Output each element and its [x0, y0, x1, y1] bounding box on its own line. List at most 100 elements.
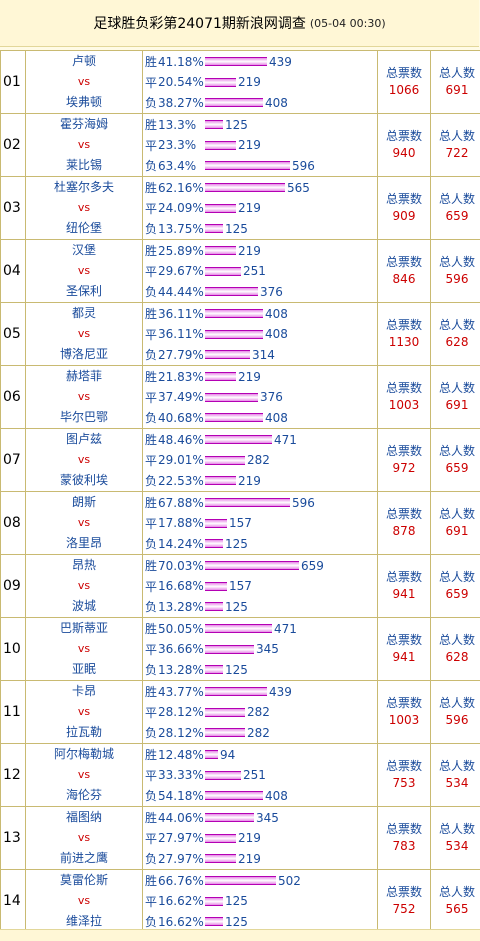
- vs-label: vs: [26, 576, 142, 597]
- away-team[interactable]: 毕尔巴鄂: [26, 407, 142, 428]
- total-votes-value: 846: [378, 271, 430, 288]
- home-team[interactable]: 杜塞尔多夫: [26, 177, 142, 198]
- win-percent: 43.77%: [158, 685, 205, 699]
- draw-label: 平: [145, 641, 158, 658]
- home-team[interactable]: 都灵: [26, 303, 142, 324]
- win-bar: [205, 750, 218, 759]
- total-people-value: 722: [431, 145, 480, 162]
- draw-percent: 27.97%: [158, 831, 205, 845]
- total-people-label: 总人数: [431, 191, 480, 208]
- draw-percent: 36.11%: [158, 327, 205, 341]
- away-team[interactable]: 莱比锡: [26, 155, 142, 176]
- home-team[interactable]: 昂热: [26, 555, 142, 576]
- away-team[interactable]: 博洛尼亚: [26, 344, 142, 365]
- draw-votes: 251: [243, 264, 266, 278]
- match-number: 01: [1, 51, 26, 114]
- away-team[interactable]: 纽伦堡: [26, 218, 142, 239]
- win-label: 胜: [145, 368, 158, 385]
- win-label: 胜: [145, 431, 158, 448]
- match-number: 10: [1, 618, 26, 681]
- home-team[interactable]: 巴斯蒂亚: [26, 618, 142, 639]
- total-votes-label: 总票数: [378, 191, 430, 208]
- win-label: 胜: [145, 305, 158, 322]
- home-team[interactable]: 阿尔梅勒城: [26, 744, 142, 765]
- loss-bar: [205, 287, 258, 296]
- total-people-label: 总人数: [431, 632, 480, 649]
- draw-percent: 37.49%: [158, 390, 205, 404]
- home-team[interactable]: 图卢兹: [26, 429, 142, 450]
- loss-label: 负: [145, 409, 158, 426]
- away-team[interactable]: 拉瓦勒: [26, 722, 142, 743]
- home-team[interactable]: 汉堡: [26, 240, 142, 261]
- loss-percent: 28.12%: [158, 726, 205, 740]
- loss-label: 负: [145, 724, 158, 741]
- away-team[interactable]: 洛里昂: [26, 533, 142, 554]
- home-team[interactable]: 朗斯: [26, 492, 142, 513]
- win-votes: 94: [220, 748, 235, 762]
- loss-percent: 16.62%: [158, 915, 205, 929]
- home-team[interactable]: 卢顿: [26, 51, 142, 72]
- vs-label: vs: [26, 198, 142, 219]
- home-team[interactable]: 莫雷伦斯: [26, 870, 142, 891]
- draw-bar: [205, 708, 245, 717]
- away-team[interactable]: 波城: [26, 596, 142, 617]
- draw-label: 平: [145, 767, 158, 784]
- home-team[interactable]: 赫塔菲: [26, 366, 142, 387]
- draw-bar: [205, 267, 241, 276]
- draw-label: 平: [145, 452, 158, 469]
- draw-label: 平: [145, 137, 158, 154]
- total-people-label: 总人数: [431, 821, 480, 838]
- draw-percent: 29.67%: [158, 264, 205, 278]
- home-team[interactable]: 卡昂: [26, 681, 142, 702]
- away-team[interactable]: 海伦芬: [26, 785, 142, 806]
- loss-bar: [205, 161, 290, 170]
- total-people-label: 总人数: [431, 128, 480, 145]
- home-team[interactable]: 霍芬海姆: [26, 114, 142, 135]
- away-team[interactable]: 蒙彼利埃: [26, 470, 142, 491]
- total-people-label: 总人数: [431, 65, 480, 82]
- away-team[interactable]: 亚眠: [26, 659, 142, 680]
- home-team[interactable]: 福图纳: [26, 807, 142, 828]
- draw-votes: 251: [243, 768, 266, 782]
- away-team[interactable]: 圣保利: [26, 281, 142, 302]
- loss-votes: 376: [260, 285, 283, 299]
- total-people-value: 534: [431, 775, 480, 792]
- total-people-label: 总人数: [431, 317, 480, 334]
- away-team[interactable]: 埃弗顿: [26, 92, 142, 113]
- draw-bar: [205, 456, 245, 465]
- away-team[interactable]: 前进之鹰: [26, 848, 142, 869]
- draw-bar: [205, 78, 236, 87]
- total-people-label: 总人数: [431, 758, 480, 775]
